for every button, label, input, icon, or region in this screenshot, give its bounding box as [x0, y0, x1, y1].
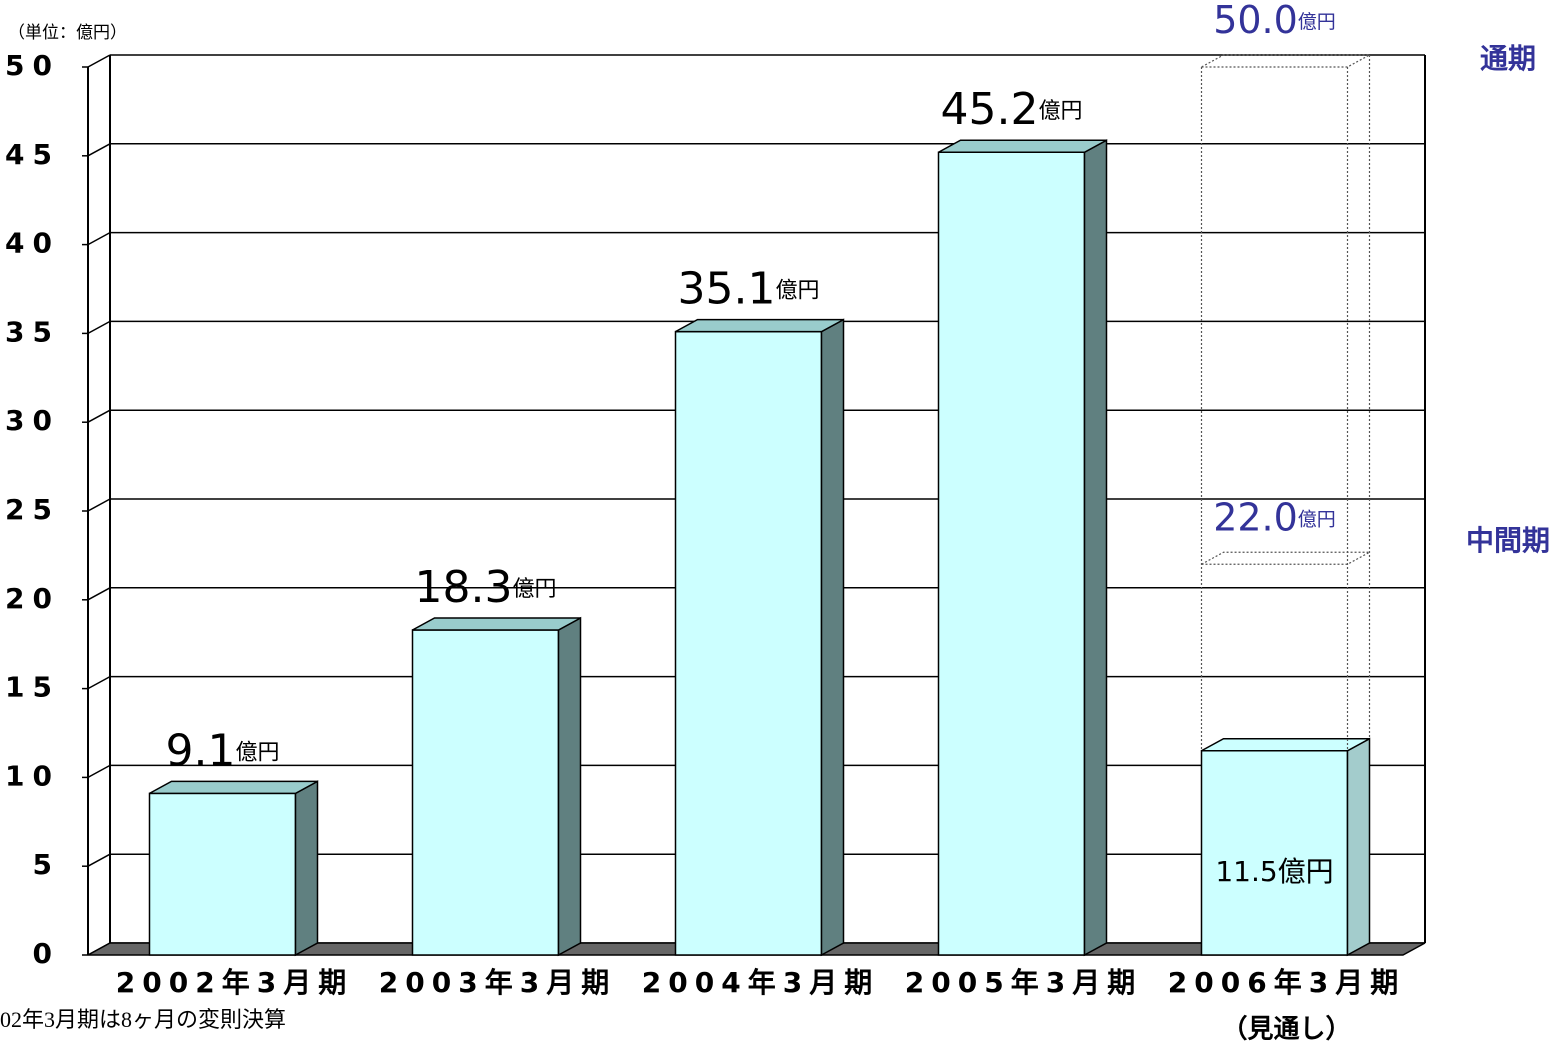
grid-line-side — [87, 409, 111, 423]
y-tick-label: 5 — [33, 848, 60, 881]
value: 45.2 — [941, 84, 1039, 135]
grid-line-side — [87, 587, 111, 601]
forecast-top — [1201, 551, 1370, 565]
y-tick-label: 10 — [5, 759, 60, 792]
forecast-value: 50.0 — [1213, 0, 1298, 42]
bar-side — [294, 780, 319, 957]
y-tick-label: 20 — [5, 582, 60, 615]
unit-note: （単位：億円） — [8, 23, 127, 43]
y-tick-label: 15 — [5, 671, 60, 704]
unit: 億円 — [775, 279, 819, 304]
value-label: 45.2億円 — [941, 84, 1083, 135]
value-label: 11.5億円 — [1215, 855, 1333, 888]
y-tick-label: 35 — [5, 315, 60, 348]
grid-line-side — [87, 320, 111, 335]
x-tick-label: 2006年3月期 — [1168, 966, 1405, 999]
grid-line-side — [87, 764, 111, 779]
forecast-label: 22.0億円 — [1213, 495, 1336, 539]
bar-side — [820, 318, 845, 957]
bar-top — [412, 617, 581, 631]
bar-top — [149, 780, 318, 795]
bar-side — [1083, 138, 1108, 957]
bar-front — [148, 792, 297, 956]
grid-line-side — [87, 498, 111, 512]
value-label: 18.3億円 — [415, 562, 557, 613]
unit: 億円 — [512, 577, 556, 602]
y-tick-label: 45 — [5, 138, 60, 171]
bar-top — [1201, 738, 1370, 752]
grid-line-side — [87, 853, 111, 867]
forecast-name: 中間期 — [1466, 524, 1550, 557]
y-tick-label: 50 — [5, 49, 60, 82]
x-tick-label: 2003年3月期 — [379, 966, 616, 999]
bar-front — [1200, 750, 1349, 956]
value-label: 35.1億円 — [678, 264, 820, 315]
value-label: 9.1億円 — [166, 725, 280, 776]
bar-front — [411, 629, 560, 956]
value: 18.3 — [415, 562, 513, 613]
grid-line-side — [87, 54, 111, 68]
value: 9.1 — [166, 725, 236, 776]
value: 35.1 — [678, 264, 776, 315]
bar-side — [557, 616, 582, 957]
forecast-top — [1201, 54, 1370, 68]
y-tick-label: 0 — [33, 937, 60, 970]
value: 11.5 — [1215, 855, 1277, 888]
forecast-name: 通期 — [1480, 42, 1536, 75]
forecast-value: 22.0 — [1213, 495, 1298, 539]
bar-top — [675, 318, 844, 333]
x-tick-label: 2004年3月期 — [642, 966, 879, 999]
bar-top — [938, 139, 1107, 153]
grid-line-side — [87, 675, 111, 690]
bar-front — [937, 151, 1086, 956]
x-tick-label: 2005年3月期 — [905, 966, 1142, 999]
x-tick-label: 2002年3月期 — [116, 966, 353, 999]
unit: 億円 — [1038, 99, 1082, 124]
grid-line-side — [87, 143, 111, 157]
bar-front — [674, 330, 823, 956]
y-tick-label: 40 — [5, 227, 60, 260]
y-tick-label: 30 — [5, 404, 60, 437]
x-tick-note: （見通し） — [1221, 1015, 1351, 1045]
bar-side — [1346, 737, 1371, 957]
unit: 億円 — [1298, 11, 1336, 33]
footnote: 02年3月期は8ヶ月の変則決算 — [0, 1007, 286, 1032]
y-tick-label: 25 — [5, 493, 60, 526]
unit: 億円 — [1298, 508, 1336, 530]
forecast-label: 50.0億円 — [1213, 0, 1336, 42]
unit: 億円 — [235, 740, 279, 765]
grid-line-side — [87, 231, 111, 246]
unit: 億円 — [1278, 855, 1334, 888]
